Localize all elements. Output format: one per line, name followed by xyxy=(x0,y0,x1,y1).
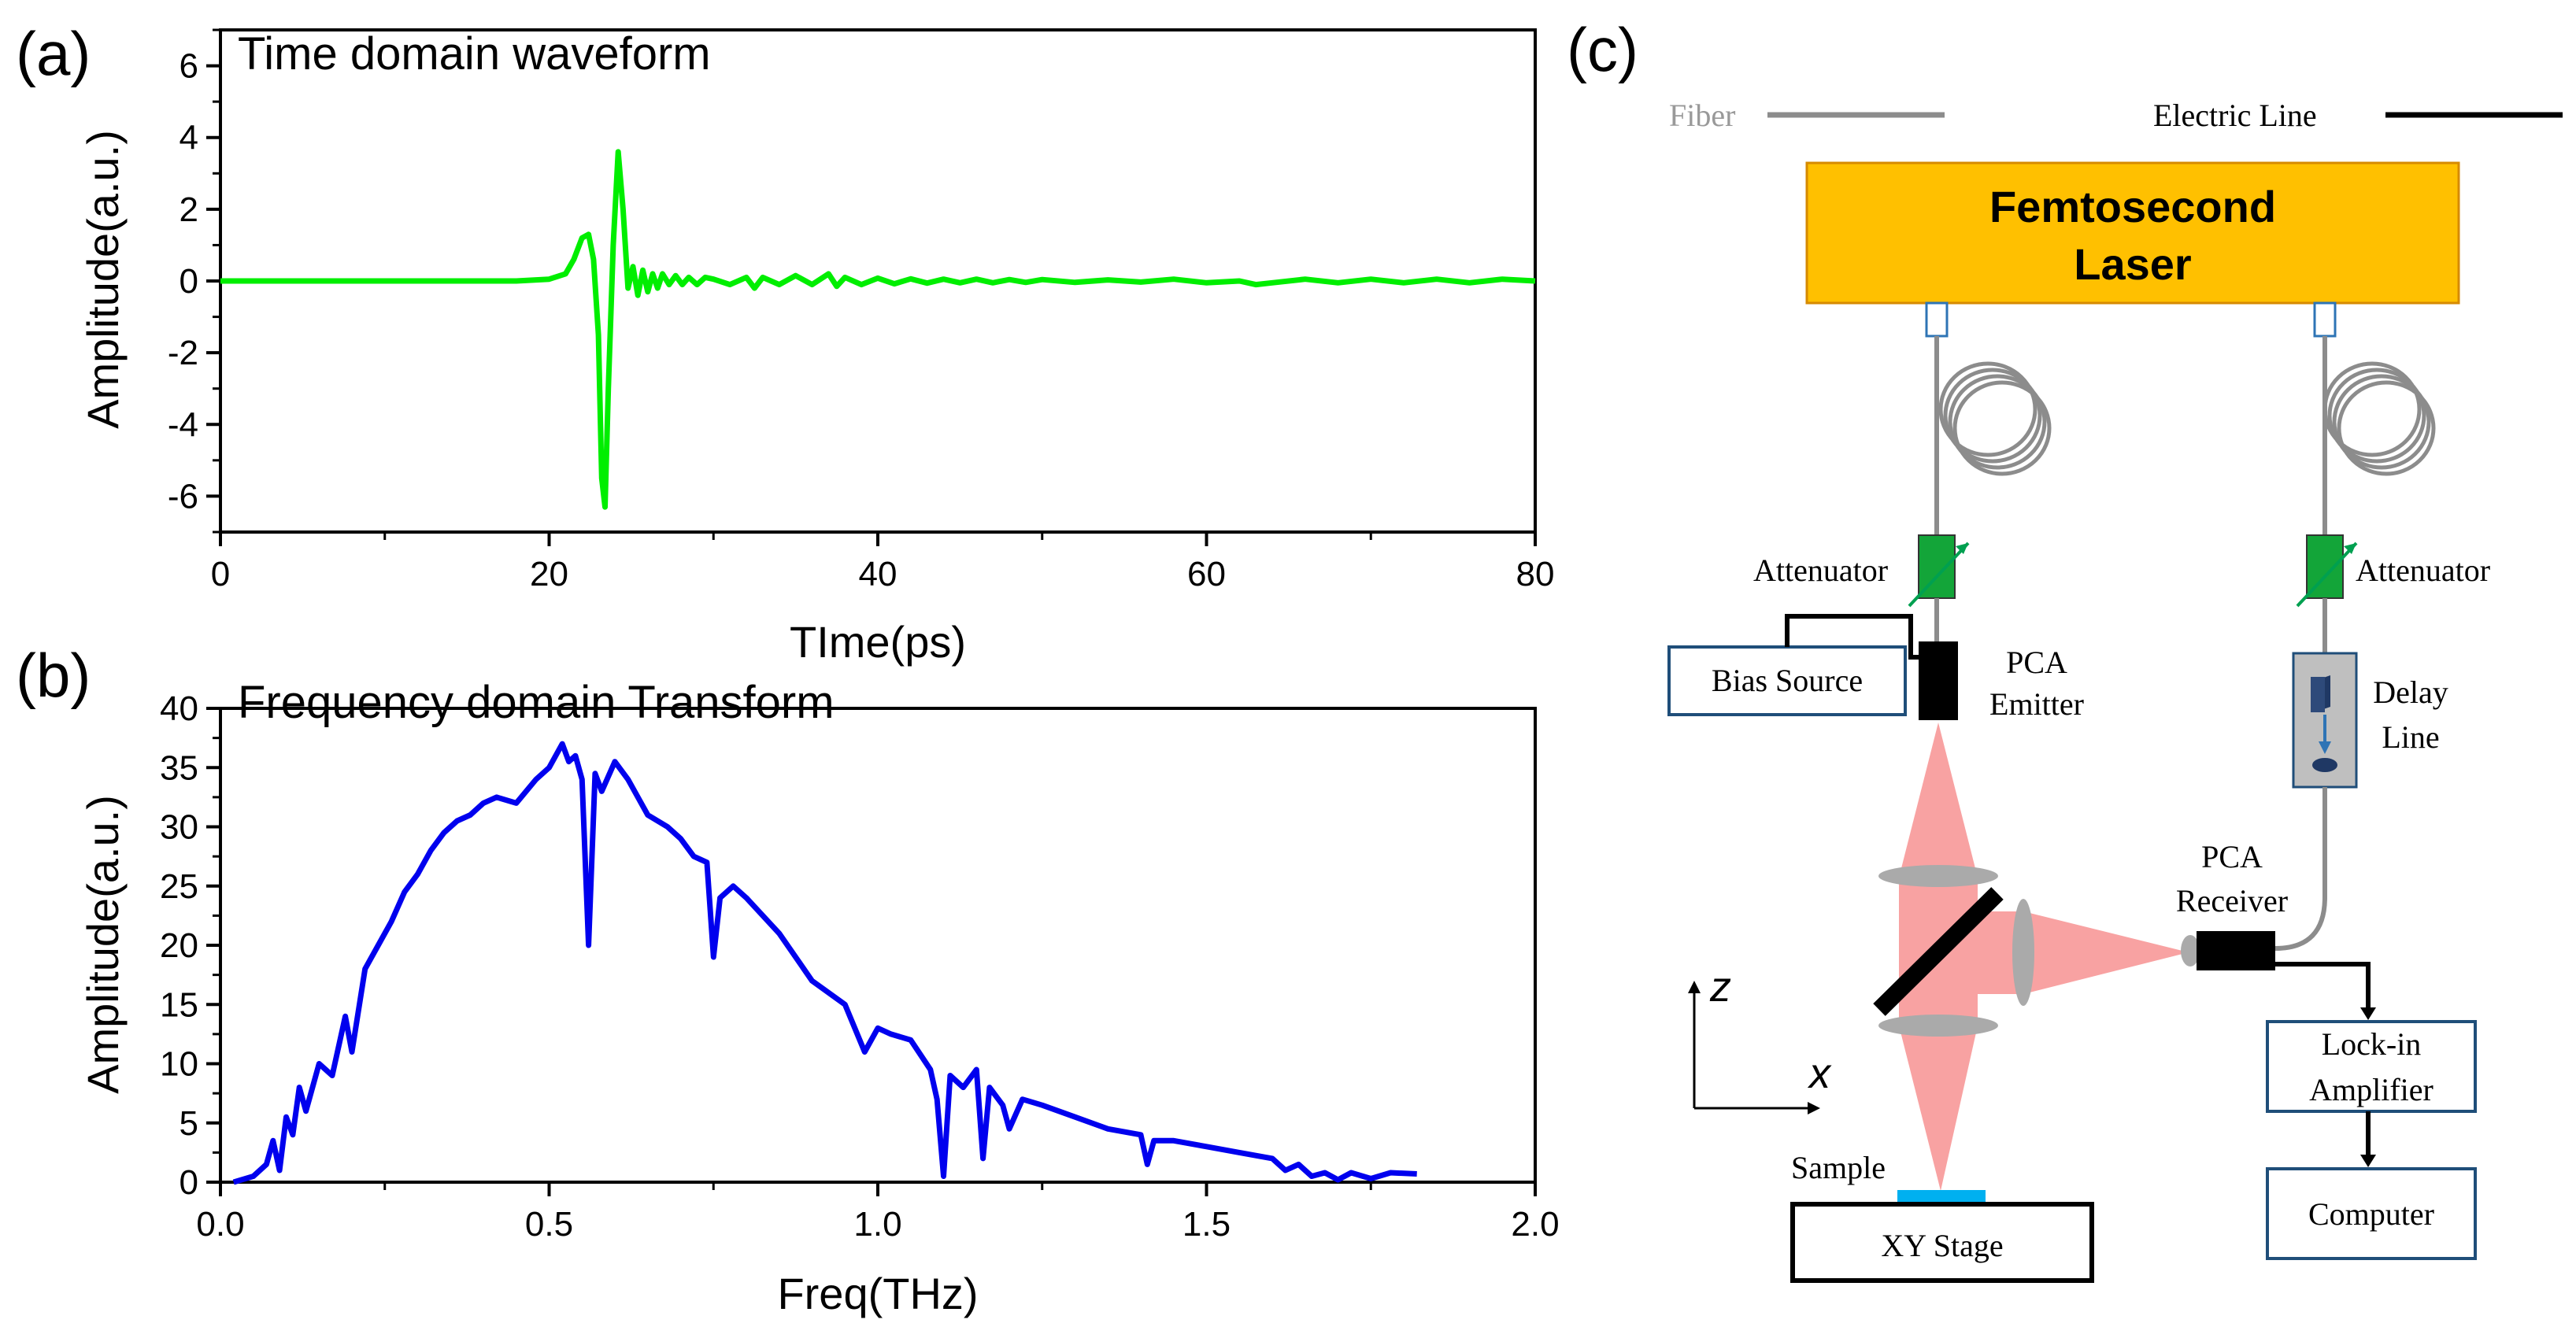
delay-line-label-1: Delay xyxy=(2373,675,2448,710)
y-tick-label: 0 xyxy=(180,262,198,301)
x-tick-label: 60 xyxy=(1187,555,1226,593)
delay-line-label-2: Line xyxy=(2382,719,2439,755)
pca-receiver-label-1: PCA xyxy=(2201,839,2263,874)
plot-b-ylabel: Amplitude(a.u.) xyxy=(78,795,128,1094)
right-fiber-coil xyxy=(2322,361,2436,476)
x-tick-label: 1.5 xyxy=(1183,1205,1231,1244)
left-fiber-coupler xyxy=(1925,301,1949,338)
laser-label-line2: Laser xyxy=(2074,239,2191,289)
y-tick-label: 30 xyxy=(160,808,198,847)
plot-b-frame xyxy=(219,707,1537,1184)
x-tick-label: 0.0 xyxy=(196,1205,244,1244)
bias-electric-line xyxy=(1785,614,1921,660)
right-fiber-coupler xyxy=(2313,301,2337,338)
x-tick-label: 20 xyxy=(530,555,568,593)
panel-label-c: (c) xyxy=(1567,15,1638,84)
pca-emitter-label-2: Emitter xyxy=(1989,686,2084,722)
lockin-label-1: Lock-in xyxy=(2322,1026,2422,1062)
lockin-label-2: Amplifier xyxy=(2309,1072,2434,1107)
axis-z-label: z xyxy=(1709,963,1731,1011)
y-tick-label: 2 xyxy=(180,190,198,229)
y-tick-label: 4 xyxy=(180,119,198,157)
xy-stage-label: XY Stage xyxy=(1881,1228,2003,1263)
receiver-beam-cone xyxy=(2023,911,2189,994)
computer-label: Computer xyxy=(2308,1196,2434,1232)
upper-lens xyxy=(1878,865,1998,887)
legend-fiber-label: Fiber xyxy=(1669,98,1735,133)
bias-source-box xyxy=(1667,645,1907,716)
left-fiber-coil xyxy=(1938,361,2052,476)
plot-a-xlabel: TIme(ps) xyxy=(790,617,966,667)
legend-electric-label: Electric Line xyxy=(2153,98,2317,133)
sample xyxy=(1897,1190,1986,1203)
y-tick-label: 15 xyxy=(160,985,198,1024)
y-tick-label: 35 xyxy=(160,748,198,787)
sample-label: Sample xyxy=(1791,1150,1886,1185)
emitter-beam-cone xyxy=(1899,723,1978,878)
pca-receiver xyxy=(2197,931,2275,970)
lockin-amplifier-box xyxy=(2266,1020,2477,1113)
y-tick-label: 25 xyxy=(160,867,198,906)
femtosecond-laser-box xyxy=(1805,161,2460,305)
plot-a-series-line xyxy=(220,149,1536,510)
plot-a-title: Time domain waveform xyxy=(238,28,711,79)
bias-source-label: Bias Source xyxy=(1712,663,1863,698)
left-attenuator-label: Attenuator xyxy=(1753,553,1888,588)
plot-b-xlabel: Freq(THz) xyxy=(777,1269,978,1318)
plot-b-title: Frequency domain Transform xyxy=(238,677,835,728)
y-tick-label: 20 xyxy=(160,926,198,965)
receiver-to-lockin-arrowhead xyxy=(2360,1007,2376,1020)
receiver-lens xyxy=(2012,899,2034,1006)
y-tick-label: -2 xyxy=(168,334,198,372)
y-tick-label: -6 xyxy=(168,477,198,516)
pca-receiver-label-2: Receiver xyxy=(2176,883,2288,918)
y-tick-label: -4 xyxy=(168,405,198,444)
plot-a-ylabel: Amplitude(a.u.) xyxy=(78,130,128,429)
thz-system-diagram: Fiber Electric Line Femtosecond Laser xyxy=(1667,98,2563,1283)
right-attenuator xyxy=(2296,534,2358,608)
y-tick-label: 40 xyxy=(160,689,198,728)
x-tick-label: 40 xyxy=(859,555,898,593)
x-tick-label: 1.0 xyxy=(853,1205,901,1244)
y-tick-label: 6 xyxy=(180,47,198,86)
x-tick-label: 2.0 xyxy=(1511,1205,1559,1244)
receiver-fiber xyxy=(2274,787,2327,951)
right-attenuator-label: Attenuator xyxy=(2356,553,2490,588)
lower-lens xyxy=(1878,1015,1998,1037)
xy-stage-box xyxy=(1790,1202,2094,1283)
laser-label-line1: Femtosecond xyxy=(1989,182,2276,231)
frequency-domain-plot: Frequency domain Transform Freq(THz) Amp… xyxy=(78,677,1560,1318)
left-attenuator xyxy=(1908,534,1970,608)
x-tick-label: 80 xyxy=(1516,555,1555,593)
lockin-to-computer-arrowhead xyxy=(2360,1155,2376,1167)
focus-beam-cone xyxy=(1899,1026,1978,1191)
panel-label-a: (a) xyxy=(16,19,91,88)
plot-b-axes: 0.0 0.5 1.0 1.5 2.0 0 5 10 15 20 25 30 35 40 xyxy=(160,689,1560,1244)
axis-x-label: x xyxy=(1807,1050,1832,1097)
x-tick-label: 0.5 xyxy=(525,1205,573,1244)
coordinate-axes xyxy=(1688,981,1820,1114)
computer-box xyxy=(2266,1167,2477,1260)
delay-line-box xyxy=(2292,652,2358,789)
y-tick-label: 5 xyxy=(180,1104,198,1143)
y-tick-label: 0 xyxy=(180,1163,198,1202)
x-tick-label: 0 xyxy=(211,555,230,593)
panel-label-b: (b) xyxy=(16,641,91,710)
plot-b-series-line xyxy=(232,741,1417,1185)
receiver-to-lockin-line xyxy=(2275,962,2371,1011)
receiver-lens-tip xyxy=(2181,935,2200,967)
y-tick-label: 10 xyxy=(160,1045,198,1084)
pca-emitter xyxy=(1919,641,1958,720)
pca-emitter-label-1: PCA xyxy=(2006,645,2067,680)
beam-splitter xyxy=(1873,887,2004,1016)
time-domain-plot: Time domain waveform TIme(ps) Amplitude(… xyxy=(78,28,1554,667)
